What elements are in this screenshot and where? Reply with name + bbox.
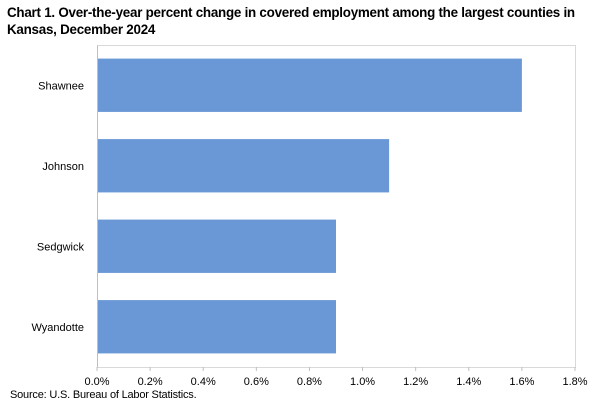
x-tick-label: 1.6% xyxy=(509,376,534,388)
category-label-shawnee: Shawnee xyxy=(38,80,84,92)
x-tick-label: 0.6% xyxy=(244,376,269,388)
source-note: Source: U.S. Bureau of Labor Statistics. xyxy=(10,389,197,401)
bar-wyandotte xyxy=(97,300,336,354)
x-tick-label: 1.4% xyxy=(456,376,481,388)
category-label-sedgwick: Sedgwick xyxy=(37,241,85,253)
bar-johnson xyxy=(97,139,390,193)
x-tick-label: 0.4% xyxy=(191,376,216,388)
bar-sedgwick xyxy=(97,219,336,273)
x-tick-label: 1.0% xyxy=(350,376,375,388)
bars-layer xyxy=(97,58,522,354)
category-label-wyandotte: Wyandotte xyxy=(32,322,85,334)
x-tick-label: 1.8% xyxy=(562,376,587,388)
chart-title: Chart 1. Over-the-year percent change in… xyxy=(7,5,575,37)
x-tick-label: 0.8% xyxy=(297,376,322,388)
x-tick-label: 0.2% xyxy=(138,376,163,388)
x-tick-label: 0.0% xyxy=(84,376,109,388)
x-tick-label: 1.2% xyxy=(403,376,428,388)
bar-shawnee xyxy=(97,58,522,112)
category-labels: Shawnee Johnson Sedgwick Wyandotte xyxy=(32,80,85,334)
x-axis-tick-labels: 0.0% 0.2% 0.4% 0.6% 0.8% 1.0% 1.2% 1.4% 1.6% 1.8% xyxy=(84,367,588,388)
category-label-johnson: Johnson xyxy=(42,161,84,173)
